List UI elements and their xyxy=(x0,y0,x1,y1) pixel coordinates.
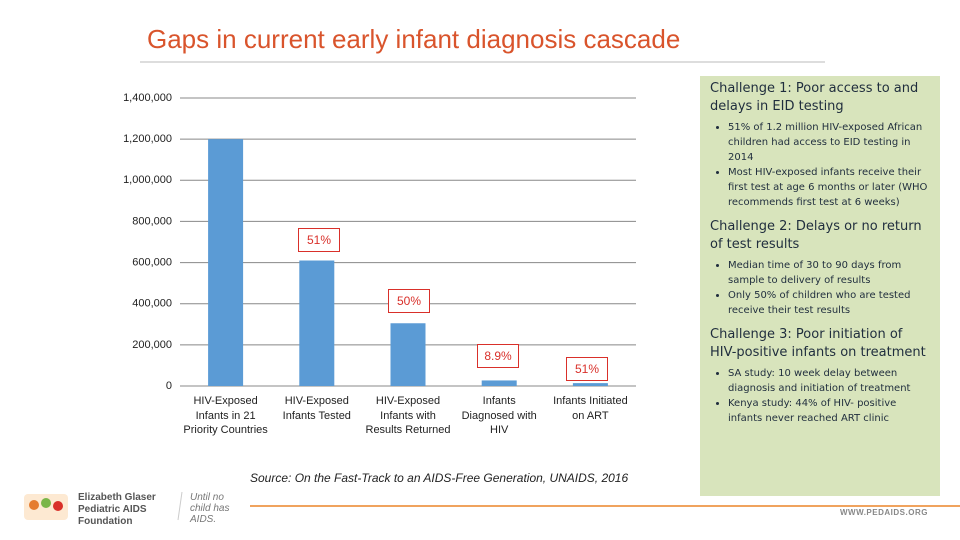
challenge-heading: Challenge 1: Poor access to and delays i… xyxy=(710,81,919,114)
challenge-heading: Challenge 3: Poor initiation of HIV-posi… xyxy=(710,327,926,360)
org-name: Elizabeth Glaser Pediatric AIDS Foundati… xyxy=(78,492,156,527)
annotation: 51% xyxy=(298,228,340,252)
bar xyxy=(481,380,517,386)
x-tick-label: HIV-Exposed Infants Tested xyxy=(282,395,351,422)
annotation: 51% xyxy=(566,357,608,381)
bullet-list: 51% of 1.2 million HIV-exposed African c… xyxy=(710,120,932,210)
bullet: 51% of 1.2 million HIV-exposed African c… xyxy=(728,120,932,165)
challenge-heading: Challenge 2: Delays or no return of test… xyxy=(710,219,922,252)
x-tick-label: Infants Diagnosed with HIV xyxy=(461,395,537,436)
y-tick-label: 1,200,000 xyxy=(123,133,172,145)
bullet: Most HIV-exposed infants receive their f… xyxy=(728,165,932,210)
bar xyxy=(390,323,426,386)
x-tick-label: HIV-Exposed Infants with Results Returne… xyxy=(365,395,451,436)
website: WWW.PEDAIDS.ORG xyxy=(840,508,928,517)
bullet-list: SA study: 10 week delay between diagnosi… xyxy=(710,366,932,426)
y-tick-label: 400,000 xyxy=(132,298,172,310)
slide-title: Gaps in current early infant diagnosis c… xyxy=(147,24,681,54)
x-tick-label: HIV-Exposed Infants in 21 Priority Count… xyxy=(183,395,268,436)
bullet: Only 50% of children who are tested rece… xyxy=(728,288,932,318)
challenges-panel: Challenge 1: Poor access to and delays i… xyxy=(700,76,940,496)
y-tick-label: 600,000 xyxy=(132,256,172,268)
tagline: Until no child has AIDS. xyxy=(190,492,230,525)
bar xyxy=(208,139,244,386)
bullet: Median time of 30 to 90 days from sample… xyxy=(728,258,932,288)
y-tick-label: 1,000,000 xyxy=(123,174,172,186)
bullet-list: Median time of 30 to 90 days from sample… xyxy=(710,258,932,318)
annotation: 8.9% xyxy=(477,344,519,368)
y-tick-label: 0 xyxy=(166,380,172,392)
annotation: 50% xyxy=(388,289,430,313)
y-tick-label: 200,000 xyxy=(132,339,172,351)
source-note: Source: On the Fast-Track to an AIDS-Fre… xyxy=(250,471,629,485)
bullet: Kenya study: 44% of HIV- positive infant… xyxy=(728,396,932,426)
bar xyxy=(299,260,335,386)
bullet: SA study: 10 week delay between diagnosi… xyxy=(728,366,932,396)
y-tick-label: 800,000 xyxy=(132,215,172,227)
y-tick-label: 1,400,000 xyxy=(123,92,172,104)
bar xyxy=(572,383,608,386)
logo-icon xyxy=(24,491,183,521)
x-tick-label: Infants Initiated on ART xyxy=(553,395,628,422)
